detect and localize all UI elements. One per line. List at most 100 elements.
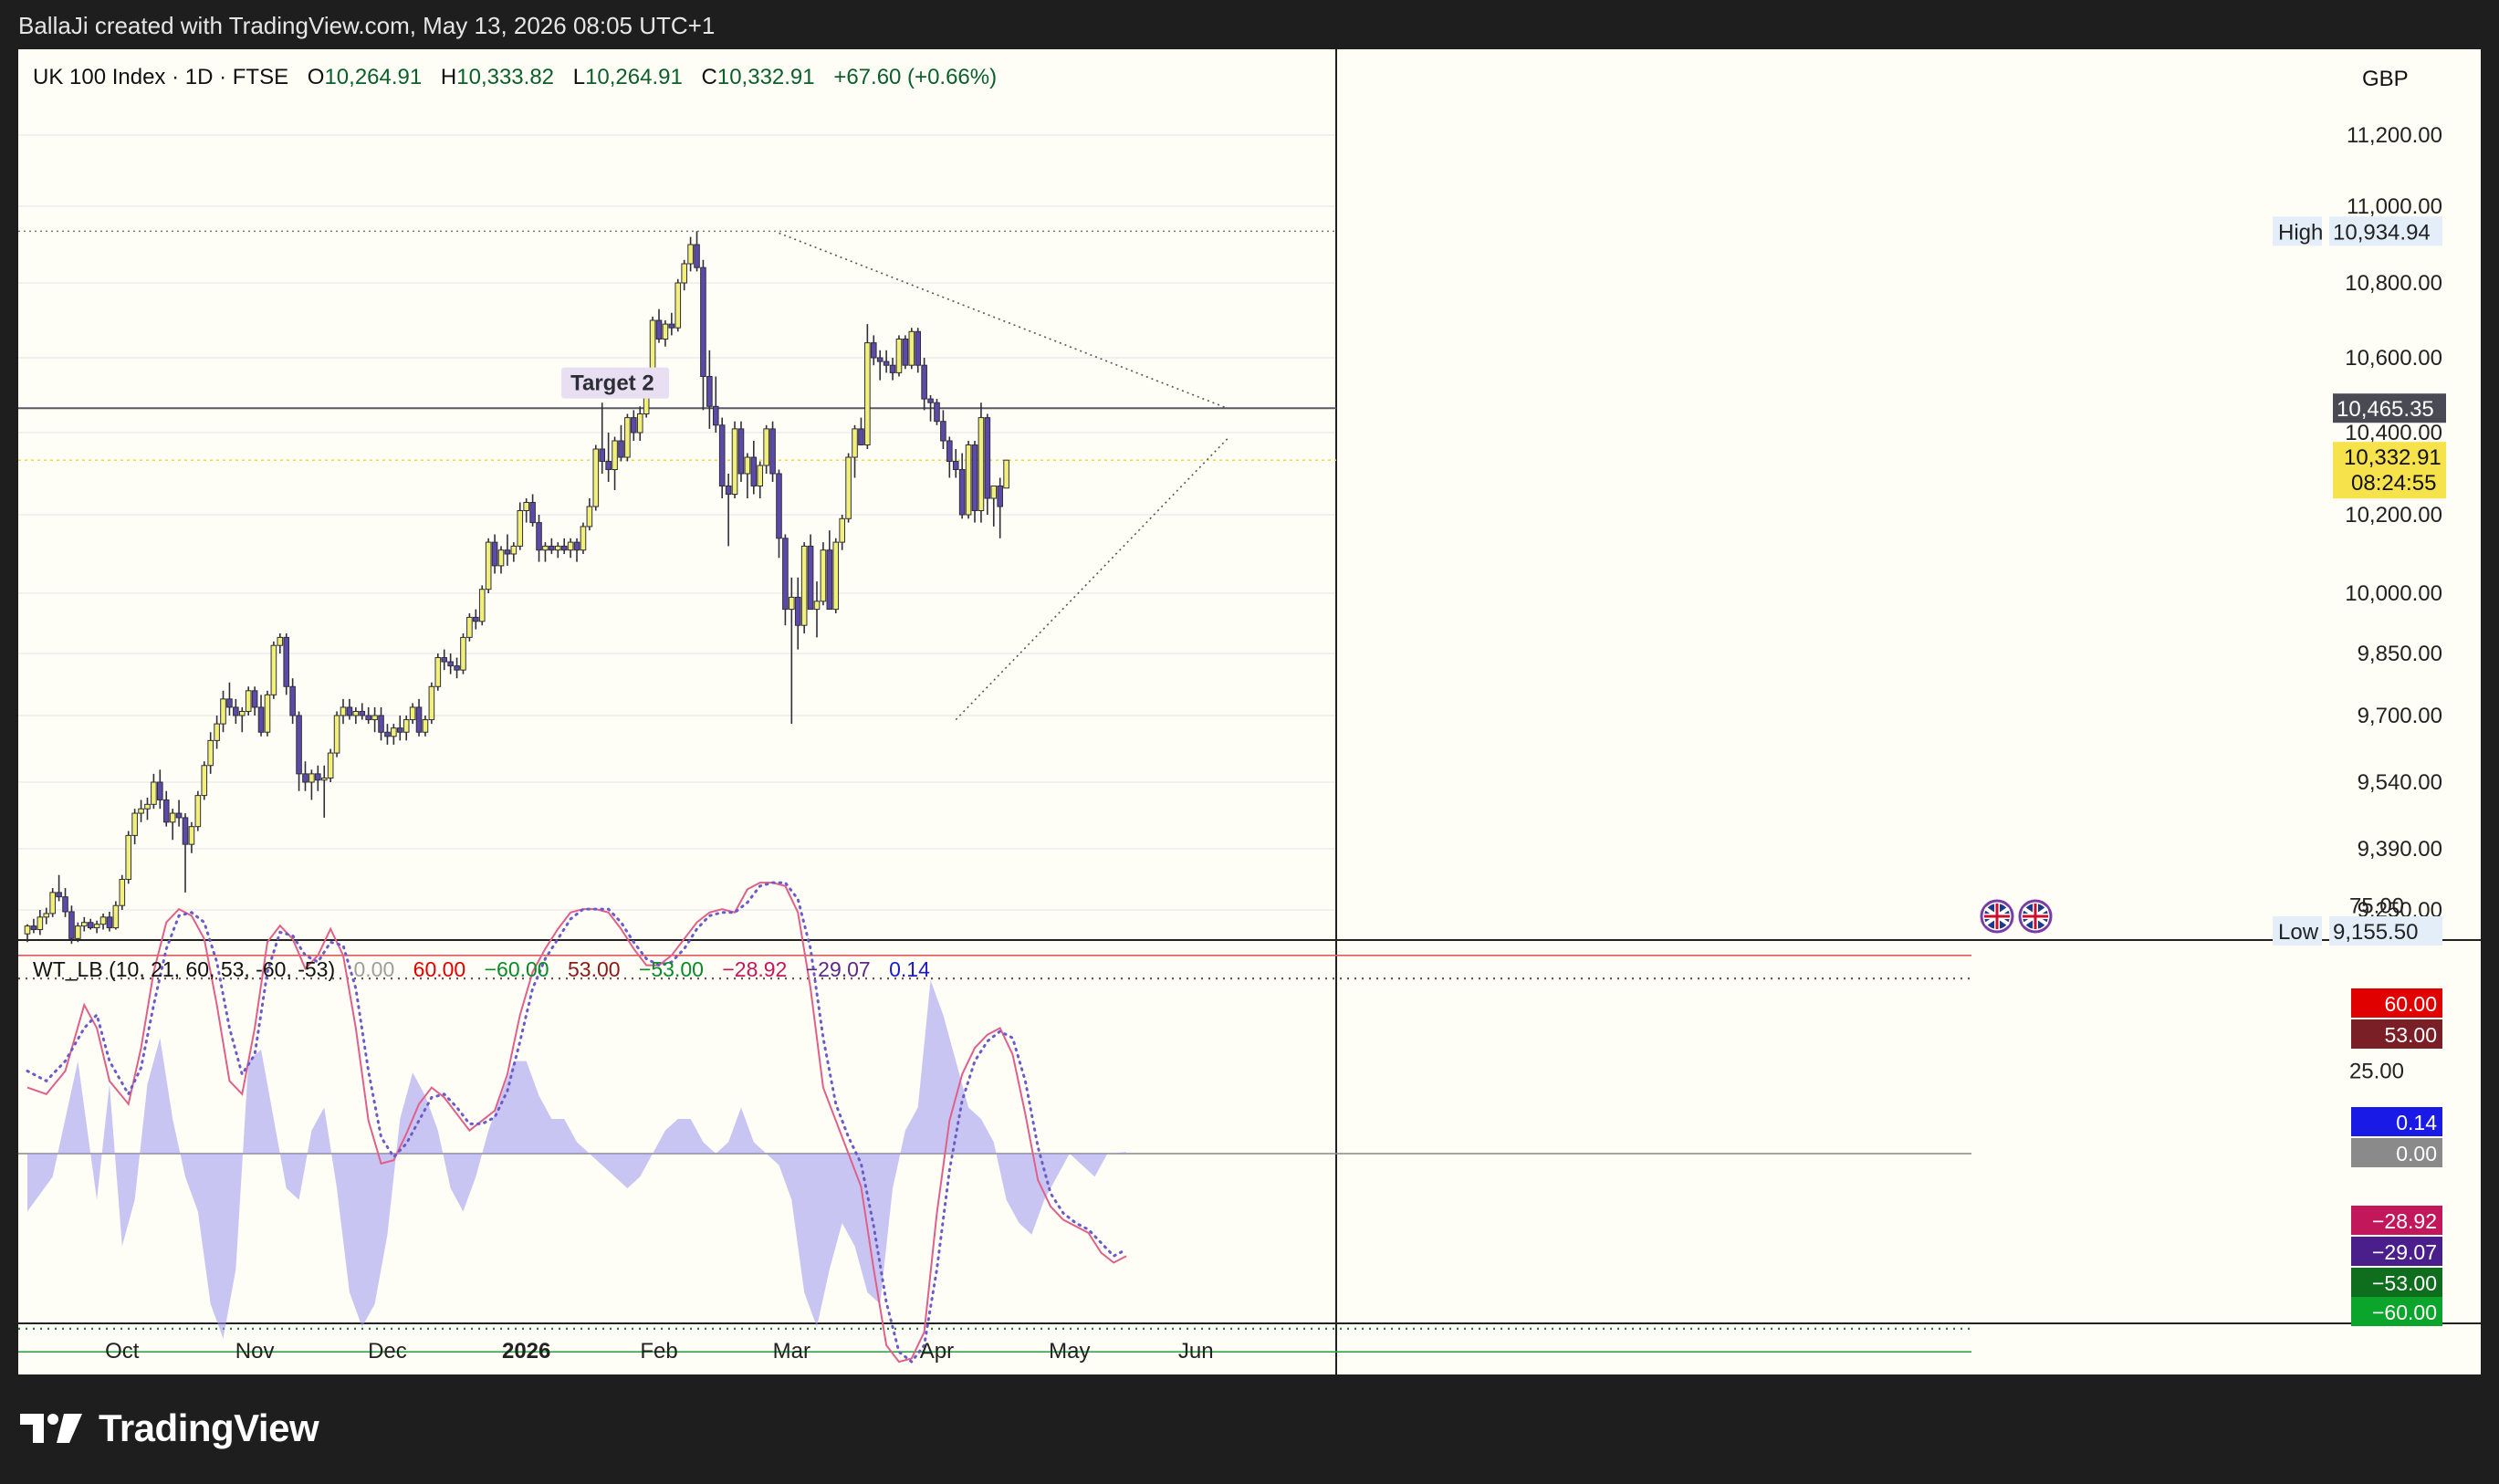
candle xyxy=(333,711,340,758)
target-label[interactable]: Target 2 xyxy=(570,371,654,396)
candle xyxy=(549,538,555,554)
candle-body xyxy=(536,522,542,551)
uk-flag-icon[interactable] xyxy=(2018,899,2053,934)
currency-label: GBP xyxy=(2362,67,2409,91)
open-value: 10,264.91 xyxy=(324,65,422,89)
candle xyxy=(434,653,442,691)
low-value-box xyxy=(2329,916,2442,946)
candle xyxy=(289,678,296,725)
candle xyxy=(984,413,991,515)
ind-val-5: −28.92 xyxy=(722,957,787,981)
high-value: 10,333.82 xyxy=(456,65,554,89)
candle-body xyxy=(75,925,81,939)
indicator-legend: WT_LB (10, 21, 60, 53, -60, -53) 0.00 60… xyxy=(33,957,930,981)
candle-body xyxy=(662,323,669,340)
candle-body xyxy=(940,421,946,442)
candle-body xyxy=(80,922,88,927)
high-value: 10,934.94 xyxy=(2333,220,2431,245)
candle-body xyxy=(870,342,877,359)
candle-body xyxy=(220,698,226,725)
candle-body xyxy=(958,469,966,516)
candle-body xyxy=(333,715,340,754)
uk-flag-icon[interactable] xyxy=(1980,899,2014,934)
candle xyxy=(662,320,669,347)
candle-body xyxy=(37,916,44,931)
candle xyxy=(245,686,252,716)
candle-body xyxy=(365,715,371,721)
candle xyxy=(315,765,321,791)
top-bar: BallaJi created with TradingView.com, Ma… xyxy=(0,0,2499,49)
candle-body xyxy=(971,444,978,511)
candle xyxy=(542,542,549,562)
candle xyxy=(391,724,397,745)
candle-body xyxy=(491,541,498,567)
indicator-pane[interactable]: 75.00 25.00 60.00 53.00 0.14 0.00 −28.92 −29.07… xyxy=(18,881,2442,1364)
candle-body xyxy=(769,428,776,475)
candle-body xyxy=(106,916,113,929)
candle xyxy=(504,534,511,566)
candle xyxy=(813,581,821,638)
candle xyxy=(712,376,719,433)
tradingview-brand[interactable]: TradingView xyxy=(18,1396,319,1460)
candle-body xyxy=(264,694,271,733)
last-price-box xyxy=(2333,442,2446,499)
candle xyxy=(207,732,214,774)
candle-body xyxy=(289,685,296,716)
candle-body xyxy=(403,719,410,733)
candle-body xyxy=(794,596,801,626)
candle-body xyxy=(277,636,284,646)
ind-val-6: −29.07 xyxy=(806,957,871,981)
target-annotation[interactable]: Target 2 xyxy=(561,367,670,399)
candle xyxy=(238,706,246,733)
candle-body xyxy=(706,376,713,407)
candle xyxy=(144,798,151,820)
candle-body xyxy=(194,795,202,828)
candle-body xyxy=(214,723,220,741)
candle-body xyxy=(934,402,940,423)
price-tick: 9,390.00 xyxy=(2358,837,2442,862)
candle-body xyxy=(731,428,738,495)
candle-body xyxy=(984,417,991,499)
candle xyxy=(220,690,226,733)
candle xyxy=(631,410,637,441)
time-label: Feb xyxy=(640,1339,677,1364)
candle-body xyxy=(832,541,840,611)
candle xyxy=(169,809,176,841)
candle-body xyxy=(346,706,353,716)
candle-body xyxy=(56,892,62,898)
candle xyxy=(99,913,107,930)
candle xyxy=(283,633,290,695)
candle xyxy=(580,522,587,554)
candle xyxy=(251,686,258,716)
instrument-name: UK 100 Index · 1D · FTSE xyxy=(33,65,288,89)
high-label: High xyxy=(2278,220,2323,245)
chart-canvas[interactable]: Target 2 75.00 25.00 60.00 53.00 0.14 0.00 −28… xyxy=(18,49,2481,1374)
high-label: H xyxy=(441,65,456,89)
candle xyxy=(80,916,88,932)
candle-body xyxy=(965,444,972,516)
candle xyxy=(365,706,371,725)
candle xyxy=(264,690,271,737)
candle-body xyxy=(434,657,442,687)
time-axis[interactable]: Oct Nov Dec 2026 Feb Mar Apr May Jun xyxy=(105,1339,1213,1364)
candle xyxy=(694,231,700,272)
candle xyxy=(233,698,239,725)
candle-body xyxy=(668,323,675,329)
candle xyxy=(902,335,909,370)
price-axis[interactable]: GBP 11,200.00 11,000.00 10,800.00 10,600.00 1… xyxy=(2273,67,2446,946)
target-label-box[interactable] xyxy=(561,367,670,399)
candle-body xyxy=(138,808,144,814)
candle xyxy=(485,538,492,593)
candle-body xyxy=(43,913,50,918)
indicator-value-label: −29.07 xyxy=(2372,1240,2437,1264)
candle-body xyxy=(497,549,505,567)
candle-body xyxy=(188,826,195,845)
candle xyxy=(428,682,435,725)
chart-panel[interactable]: Target 2 75.00 25.00 60.00 53.00 0.14 0.00 −28… xyxy=(18,49,2481,1374)
indicator-value-label: 0.00 xyxy=(2396,1142,2437,1165)
candle-body xyxy=(560,545,568,551)
candle xyxy=(560,538,568,554)
candle xyxy=(573,538,580,562)
time-label: Mar xyxy=(773,1339,810,1364)
candle xyxy=(30,918,37,934)
